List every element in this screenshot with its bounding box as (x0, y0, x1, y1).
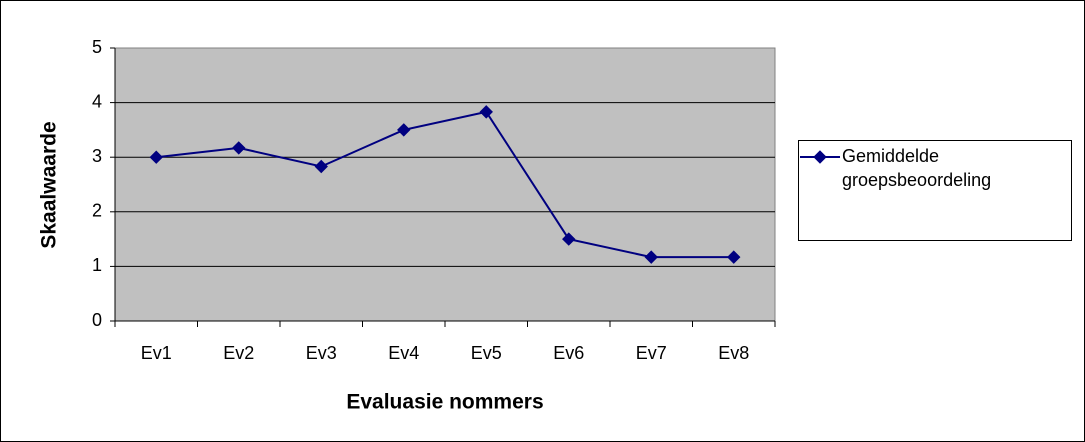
y-tick-label: 5 (92, 37, 102, 57)
data-point (149, 150, 163, 164)
y-tick-label: 2 (92, 201, 102, 221)
x-axis-title: Evaluasie nommers (346, 391, 543, 414)
y-tick-label: 3 (92, 146, 102, 166)
data-point (727, 250, 741, 264)
plot-area (114, 47, 776, 322)
series-line (156, 110, 734, 259)
data-point (479, 105, 493, 119)
x-tick-label: Ev6 (553, 343, 584, 363)
data-point (232, 141, 246, 155)
x-tick-label: Ev3 (306, 343, 337, 363)
y-tick-label: 1 (92, 255, 102, 275)
x-tick-label: Ev1 (141, 343, 172, 363)
legend-marker (813, 150, 827, 164)
x-tick-label: Ev5 (471, 343, 502, 363)
data-point (562, 232, 576, 246)
data-point (644, 250, 658, 264)
data-point (397, 123, 411, 137)
legend-box (798, 140, 1072, 241)
y-tick-label: 4 (92, 91, 102, 111)
x-tick-label: Ev7 (636, 343, 667, 363)
y-axis-title: Skaalwaarde (38, 121, 61, 248)
x-tick-label: Ev2 (223, 343, 254, 363)
x-tick-label: Ev4 (388, 343, 419, 363)
data-point (314, 159, 328, 174)
legend-label: Gemiddelde groepsbeoordeling (842, 146, 992, 190)
y-tick-label: 0 (92, 310, 102, 330)
legend-label-box: Gemiddelde groepsbeoordeling (842, 146, 992, 190)
x-tick-label: Ev8 (718, 343, 749, 363)
